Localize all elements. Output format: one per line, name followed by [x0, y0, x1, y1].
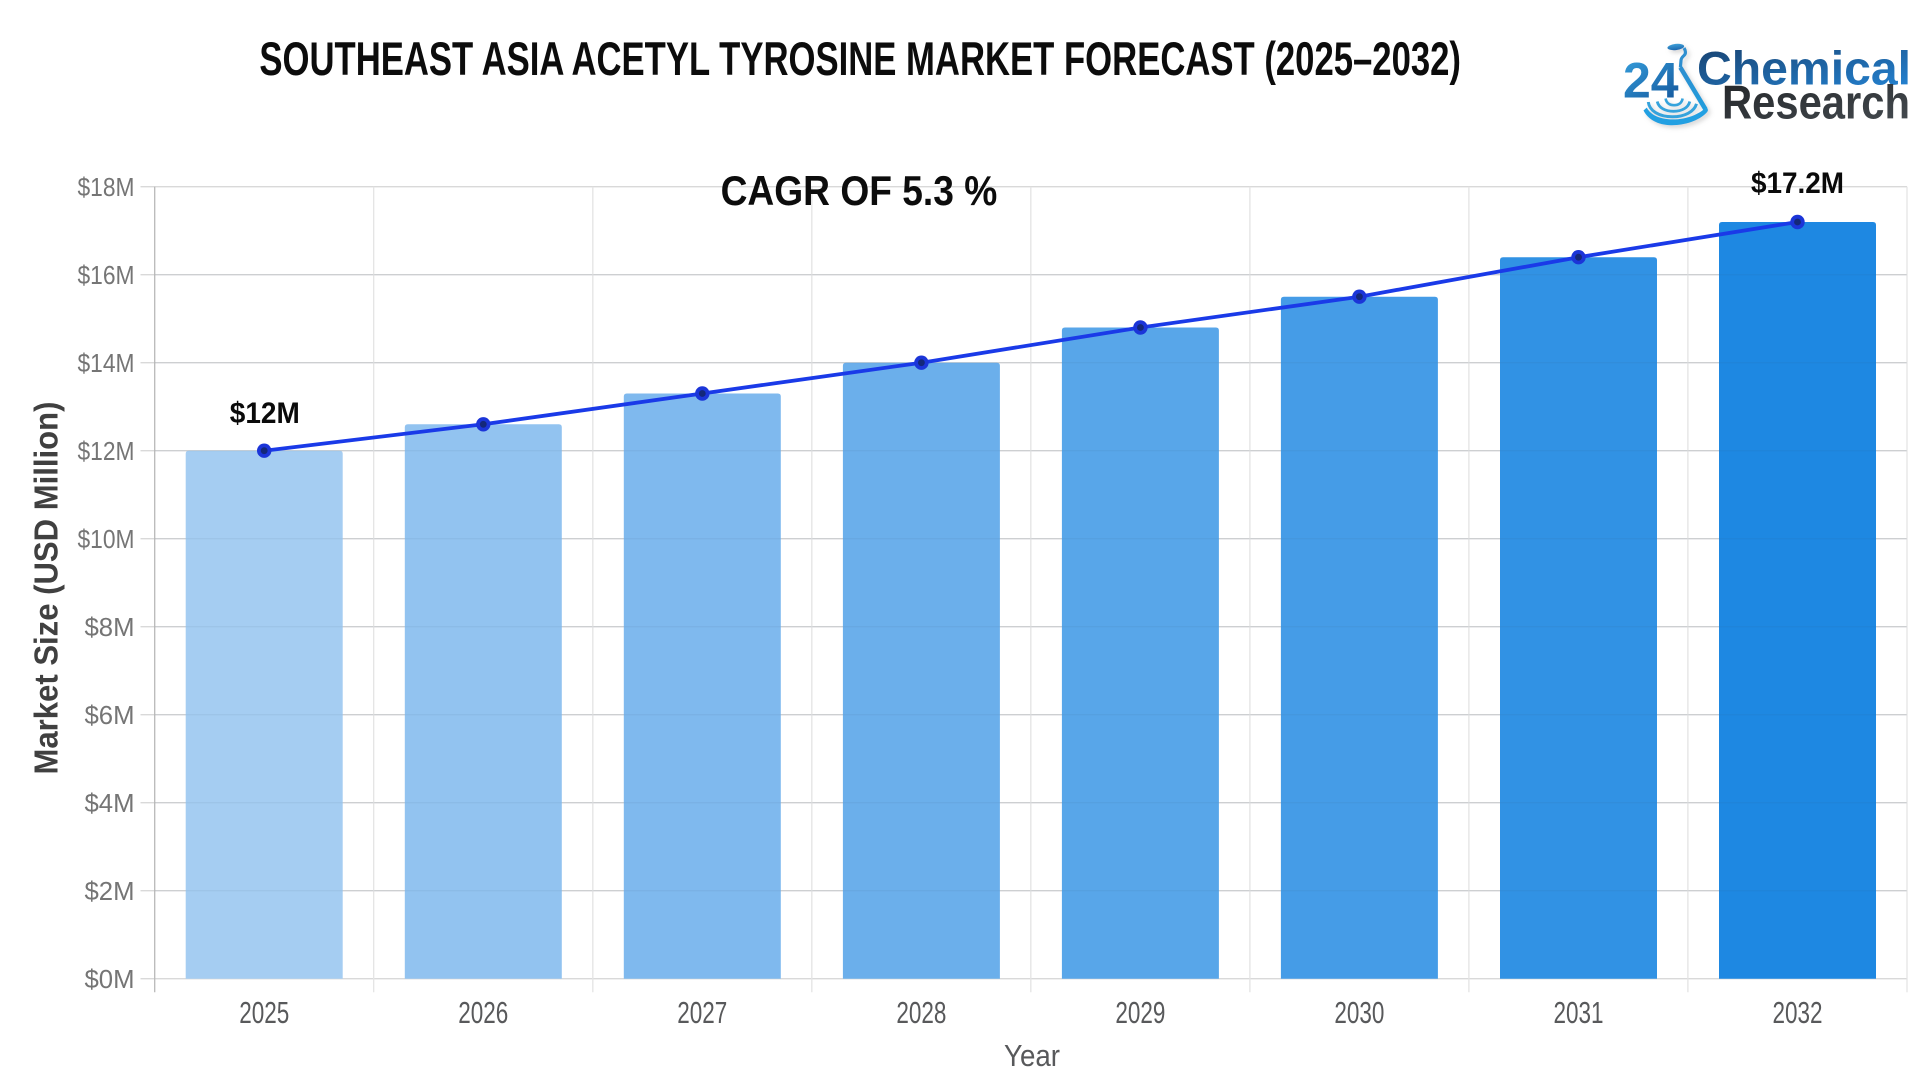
svg-text:$12M: $12M [230, 397, 300, 430]
svg-text:Chemical: Chemical [1697, 41, 1911, 94]
svg-text:2028: 2028 [896, 995, 946, 1030]
svg-text:2030: 2030 [1334, 995, 1384, 1030]
svg-text:Market Size (USD Million): Market Size (USD Million) [28, 402, 65, 775]
svg-text:SOUTHEAST ASIA ACETYL TYROSINE: SOUTHEAST ASIA ACETYL TYROSINE MARKET FO… [259, 32, 1461, 85]
svg-text:$17.2M: $17.2M [1751, 167, 1844, 200]
svg-text:$16M: $16M [78, 260, 135, 290]
svg-text:$2M: $2M [85, 876, 135, 906]
svg-text:Research: Research [1722, 75, 1910, 128]
svg-text:$18M: $18M [78, 172, 135, 202]
svg-text:24: 24 [1623, 53, 1679, 109]
svg-text:$4M: $4M [85, 788, 135, 818]
svg-text:$10M: $10M [78, 524, 135, 554]
svg-text:2026: 2026 [458, 995, 508, 1030]
svg-text:$0M: $0M [85, 964, 135, 994]
svg-text:2031: 2031 [1554, 995, 1604, 1030]
svg-text:Year: Year [1004, 1038, 1060, 1073]
svg-text:$8M: $8M [85, 612, 135, 642]
svg-text:2032: 2032 [1773, 995, 1823, 1030]
svg-text:2025: 2025 [239, 995, 289, 1030]
svg-text:2027: 2027 [677, 995, 727, 1030]
svg-text:2029: 2029 [1115, 995, 1165, 1030]
svg-text:$14M: $14M [78, 348, 135, 378]
svg-text:$12M: $12M [78, 436, 135, 466]
svg-text:CAGR OF 5.3 %: CAGR OF 5.3 % [721, 167, 998, 214]
svg-text:$6M: $6M [85, 700, 135, 730]
